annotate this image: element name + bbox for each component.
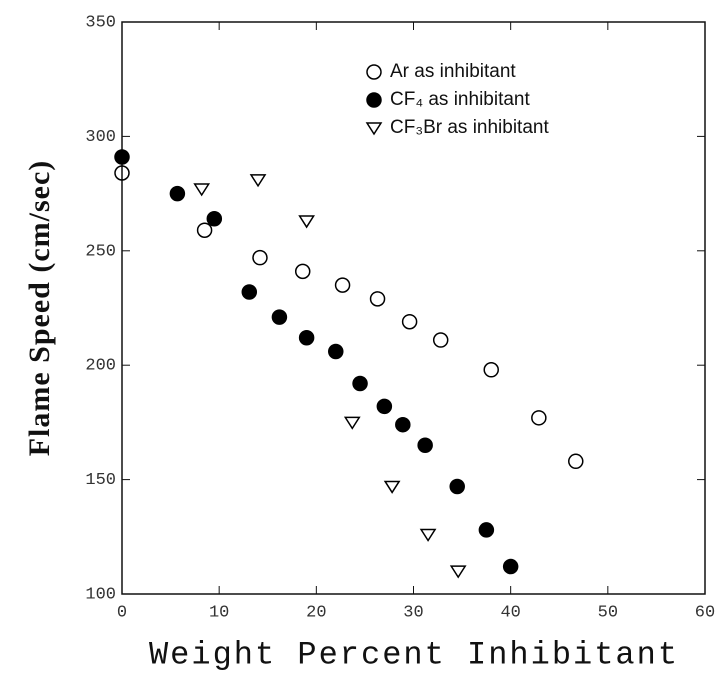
legend-label: CF₄ as inhibitant bbox=[390, 89, 530, 110]
legend-label: Ar as inhibitant bbox=[390, 61, 516, 82]
data-point bbox=[206, 211, 223, 227]
data-point bbox=[169, 185, 186, 202]
legend-marker bbox=[365, 122, 383, 136]
data-point bbox=[298, 215, 315, 229]
data-point bbox=[419, 528, 437, 542]
data-point bbox=[328, 343, 344, 360]
y-axis-label: Flame Speed (cm/sec) bbox=[23, 160, 56, 457]
legend-marker bbox=[366, 64, 382, 80]
data-point bbox=[369, 291, 386, 307]
x-tick-label: 30 bbox=[403, 603, 423, 622]
y-tick-label: 100 bbox=[85, 585, 116, 604]
x-tick-label: 10 bbox=[209, 603, 229, 622]
data-point bbox=[568, 453, 584, 470]
data-point bbox=[432, 332, 449, 348]
legend-marker bbox=[366, 92, 382, 108]
data-point bbox=[241, 284, 258, 300]
data-point bbox=[376, 398, 393, 415]
data-point bbox=[417, 437, 433, 454]
data-point bbox=[352, 375, 368, 392]
data-point bbox=[114, 165, 130, 181]
data-point bbox=[252, 249, 268, 266]
data-point bbox=[249, 174, 267, 188]
x-tick-label: 40 bbox=[500, 603, 520, 622]
y-tick-label: 150 bbox=[85, 471, 116, 490]
data-point bbox=[114, 149, 130, 165]
data-point bbox=[298, 329, 315, 346]
data-point bbox=[395, 416, 411, 433]
data-point bbox=[483, 362, 499, 378]
x-tick-label: 0 bbox=[117, 603, 127, 622]
y-tick-label: 200 bbox=[85, 357, 116, 376]
data-point bbox=[531, 410, 547, 426]
data-point bbox=[193, 183, 211, 197]
data-point bbox=[343, 416, 361, 430]
data-point bbox=[401, 313, 418, 330]
data-point bbox=[502, 558, 519, 575]
data-point bbox=[383, 480, 401, 494]
data-point bbox=[196, 222, 213, 238]
x-tick-label: 60 bbox=[695, 603, 715, 622]
data-point bbox=[478, 522, 495, 538]
y-tick-label: 250 bbox=[85, 242, 116, 261]
y-tick-label: 300 bbox=[85, 128, 116, 147]
data-point bbox=[294, 263, 311, 280]
data-point bbox=[271, 309, 288, 325]
data-point bbox=[334, 277, 351, 293]
y-tick-label: 350 bbox=[85, 13, 116, 32]
legend-label: CF₃Br as inhibitant bbox=[390, 117, 549, 138]
x-tick-label: 20 bbox=[306, 603, 326, 622]
x-tick-label: 50 bbox=[598, 603, 618, 622]
data-point bbox=[449, 565, 467, 579]
x-axis-label: Weight Percent Inhibitant bbox=[149, 636, 679, 673]
data-point bbox=[449, 478, 465, 495]
